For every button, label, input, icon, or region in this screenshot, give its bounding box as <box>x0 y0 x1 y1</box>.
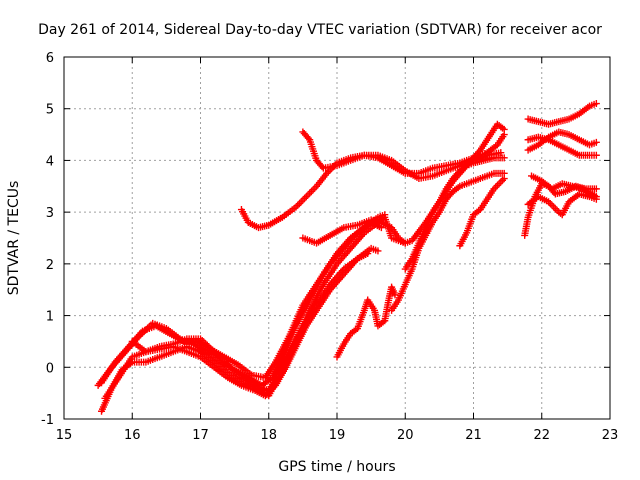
y-tick-label: 3 <box>46 206 54 221</box>
data-point <box>309 186 317 194</box>
data-point <box>381 211 389 219</box>
data-point <box>306 189 314 197</box>
x-tick-label: 20 <box>397 428 414 443</box>
data-marks <box>94 100 600 415</box>
data-point <box>500 175 508 183</box>
y-tick-label: 0 <box>46 361 54 376</box>
data-point <box>592 138 600 146</box>
y-tick-label: 6 <box>46 51 54 66</box>
data-point <box>550 203 558 211</box>
y-tick-label: 4 <box>46 154 54 169</box>
series-track-j <box>388 169 508 314</box>
data-point <box>301 194 309 202</box>
series-track-k <box>401 154 508 273</box>
grid-lines <box>64 57 610 419</box>
data-point <box>548 201 556 209</box>
data-point <box>592 100 600 108</box>
data-point <box>592 185 600 193</box>
x-tick-label: 22 <box>533 428 550 443</box>
x-tick-label: 16 <box>124 428 141 443</box>
series-track-l <box>456 175 508 250</box>
data-point <box>497 178 505 186</box>
data-point <box>295 200 303 208</box>
y-tick-label: 2 <box>46 258 54 273</box>
series-track-d <box>101 244 382 402</box>
y-axis-title: SDTVAR / TECUs <box>6 181 22 296</box>
data-point <box>500 125 508 133</box>
data-point <box>495 180 503 188</box>
data-point <box>294 201 302 209</box>
data-point <box>499 176 507 184</box>
series-track-c <box>98 218 385 387</box>
y-tick-label: -1 <box>41 413 54 428</box>
x-tick-label: 18 <box>260 428 277 443</box>
data-point <box>299 196 307 204</box>
x-tick-label: 17 <box>192 428 209 443</box>
series-track-e <box>128 250 372 400</box>
x-tick-label: 21 <box>465 428 482 443</box>
series-track-m <box>524 100 600 128</box>
data-point <box>592 193 600 201</box>
data-point <box>592 151 600 159</box>
series-track-o <box>524 128 600 154</box>
data-point <box>551 205 559 213</box>
data-point <box>307 187 315 195</box>
data-point <box>391 291 399 299</box>
data-point <box>311 184 319 192</box>
y-tick-label: 5 <box>46 103 54 118</box>
series-track-r <box>528 172 600 201</box>
data-point <box>302 193 310 201</box>
data-point <box>493 181 501 189</box>
data-point <box>304 134 312 142</box>
data-point <box>304 191 312 199</box>
x-axis-title: GPS time / hours <box>278 459 395 475</box>
data-point <box>374 247 382 255</box>
data-point <box>297 198 305 206</box>
data-point <box>364 250 372 258</box>
x-tick-label: 19 <box>329 428 346 443</box>
x-tick-label: 23 <box>602 428 619 443</box>
x-tick-label: 15 <box>56 428 73 443</box>
data-point <box>500 154 508 162</box>
series-track-i <box>333 283 399 361</box>
y-tick-label: 1 <box>46 310 54 325</box>
chart-title: Day 261 of 2014, Sidereal Day-to-day VTE… <box>38 22 602 38</box>
data-point <box>318 163 326 171</box>
